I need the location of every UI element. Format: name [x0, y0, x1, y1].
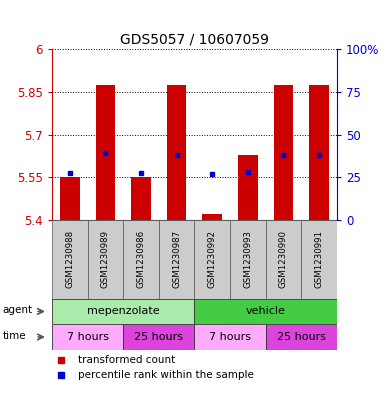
Text: GSM1230993: GSM1230993	[243, 230, 252, 288]
Bar	[194, 220, 230, 299]
Text: time: time	[3, 331, 26, 341]
Text: 25 hours: 25 hours	[277, 332, 326, 342]
Bar	[123, 220, 159, 299]
Bar	[194, 299, 337, 324]
Bar	[52, 220, 88, 299]
Bar	[230, 220, 266, 299]
Text: 25 hours: 25 hours	[134, 332, 183, 342]
Text: mepenzolate: mepenzolate	[87, 307, 159, 316]
Bar	[52, 299, 194, 324]
Bar	[88, 220, 123, 299]
Bar	[131, 177, 151, 220]
Text: agent: agent	[3, 305, 33, 315]
Bar	[301, 220, 337, 299]
Bar	[266, 324, 337, 350]
Bar	[203, 214, 222, 220]
Text: GSM1230988: GSM1230988	[65, 230, 74, 288]
Bar	[52, 324, 123, 350]
Text: GSM1230986: GSM1230986	[137, 230, 146, 288]
Text: GSM1230990: GSM1230990	[279, 230, 288, 288]
Bar	[266, 220, 301, 299]
Bar	[238, 154, 258, 220]
Bar	[123, 324, 194, 350]
Bar	[194, 324, 266, 350]
Text: 7 hours: 7 hours	[209, 332, 251, 342]
Text: GSM1230991: GSM1230991	[315, 230, 323, 288]
Text: vehicle: vehicle	[246, 307, 286, 316]
Bar	[60, 177, 80, 220]
Text: GSM1230987: GSM1230987	[172, 230, 181, 288]
Text: 7 hours: 7 hours	[67, 332, 109, 342]
Title: GDS5057 / 10607059: GDS5057 / 10607059	[120, 33, 269, 46]
Text: transformed count: transformed count	[78, 354, 175, 365]
Text: percentile rank within the sample: percentile rank within the sample	[78, 370, 253, 380]
Bar	[309, 85, 329, 220]
Bar	[159, 220, 194, 299]
Text: GSM1230992: GSM1230992	[208, 230, 217, 288]
Bar	[274, 85, 293, 220]
Bar	[167, 85, 186, 220]
Text: GSM1230989: GSM1230989	[101, 230, 110, 288]
Bar	[95, 85, 115, 220]
